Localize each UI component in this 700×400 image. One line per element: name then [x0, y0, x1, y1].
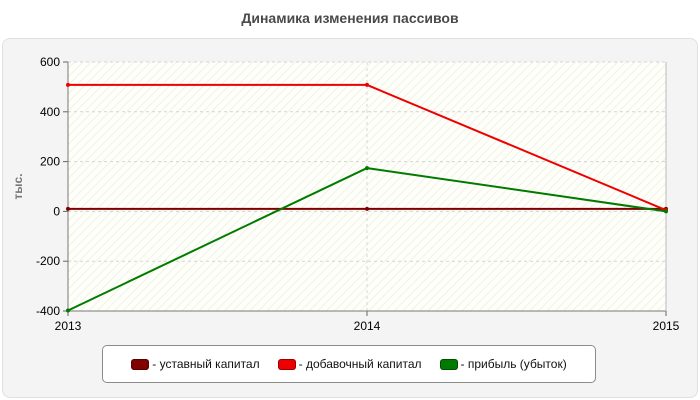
y-tick-label: 0 — [53, 204, 60, 218]
data-point — [66, 206, 70, 211]
series-layer — [66, 82, 668, 313]
legend-label: - прибыль (убыток) — [460, 357, 567, 371]
legend-label: - уставный капитал — [152, 357, 260, 371]
legend: - уставный капитал - добавочный капитал - … — [102, 345, 596, 383]
y-tick-label: 200 — [40, 155, 60, 169]
legend-item: - прибыль (убыток) — [439, 357, 567, 371]
legend-item: - добавочный капитал — [277, 357, 422, 371]
x-tick-label: 2013 — [55, 319, 82, 333]
x-tick-label: 2014 — [354, 319, 381, 333]
y-tick-label: -400 — [36, 304, 60, 318]
legend-swatch — [277, 358, 296, 370]
y-tick-label: -200 — [36, 254, 60, 268]
y-axis-title: тыс. — [11, 173, 25, 199]
legend-swatch — [131, 358, 150, 370]
legend-item: - уставный капитал — [131, 357, 260, 371]
data-point — [365, 166, 369, 171]
data-point — [66, 308, 70, 313]
data-point — [365, 82, 369, 87]
y-tick-label: 600 — [40, 55, 60, 69]
data-point — [664, 209, 668, 214]
x-tick-label: 2015 — [653, 319, 680, 333]
data-point — [66, 82, 70, 87]
plot-area — [68, 62, 666, 311]
data-point — [365, 206, 369, 211]
legend-swatch — [439, 358, 458, 370]
legend-label: - добавочный капитал — [298, 357, 422, 371]
chart-title: Динамика изменения пассивов — [241, 10, 459, 26]
axes — [63, 61, 667, 316]
y-tick-label: 400 — [40, 105, 60, 119]
